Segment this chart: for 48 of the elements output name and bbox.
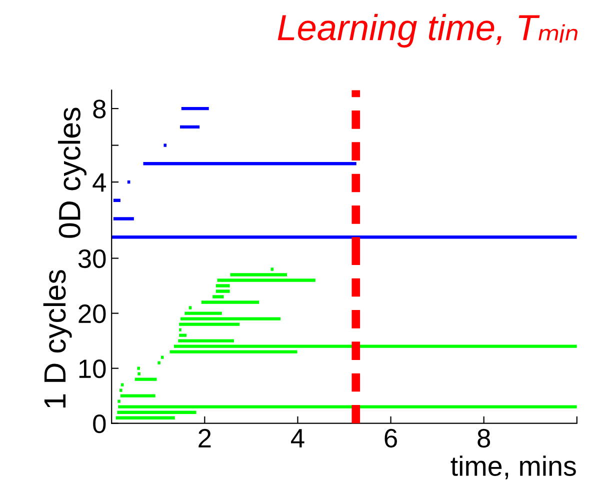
bar [138, 372, 140, 376]
bar [116, 416, 175, 420]
bar [117, 410, 196, 414]
bar [180, 317, 281, 320]
bar [120, 388, 122, 392]
bar [179, 334, 187, 337]
x-tick-label: 4 [290, 429, 304, 448]
chart-title: Learning time, Tₘᵢₙ [278, 14, 578, 48]
bar [178, 339, 234, 342]
bar [174, 344, 577, 348]
bar [160, 356, 164, 359]
bar [184, 312, 222, 315]
y-tick-label: 20 [78, 304, 106, 324]
bar [134, 378, 157, 381]
y-tick-label: 30 [78, 249, 106, 268]
y-axis-title: 0D cycles [58, 108, 87, 238]
bar [270, 268, 274, 271]
bar [230, 273, 288, 276]
bar [181, 106, 209, 110]
bar [137, 366, 140, 370]
bar [180, 125, 200, 129]
bar [118, 400, 120, 403]
bar [113, 198, 120, 202]
x-axis-title: time, mins [450, 456, 576, 480]
bar [143, 162, 356, 166]
bar [179, 322, 240, 326]
x-tick-label: 2 [198, 428, 211, 448]
bar [112, 236, 577, 239]
bar [164, 144, 167, 147]
bar [216, 290, 230, 293]
y-axis-title: 1 D cycles [43, 270, 72, 408]
x-tick-label: 8 [478, 428, 490, 448]
bar [170, 350, 298, 354]
y-tick-label: 8 [93, 100, 106, 118]
bar [217, 278, 316, 282]
y-tick-label: 0 [93, 414, 106, 434]
bar [113, 217, 134, 220]
x-tick-label: 6 [384, 428, 397, 448]
bar [118, 405, 577, 408]
bar [120, 383, 124, 386]
bar [158, 361, 160, 364]
bar [216, 284, 230, 288]
bar [212, 295, 224, 298]
bar [201, 300, 260, 304]
bar [188, 306, 192, 310]
bar [120, 394, 156, 398]
y-tick-label: 4 [92, 173, 106, 192]
y-tick-label: 10 [79, 359, 106, 378]
